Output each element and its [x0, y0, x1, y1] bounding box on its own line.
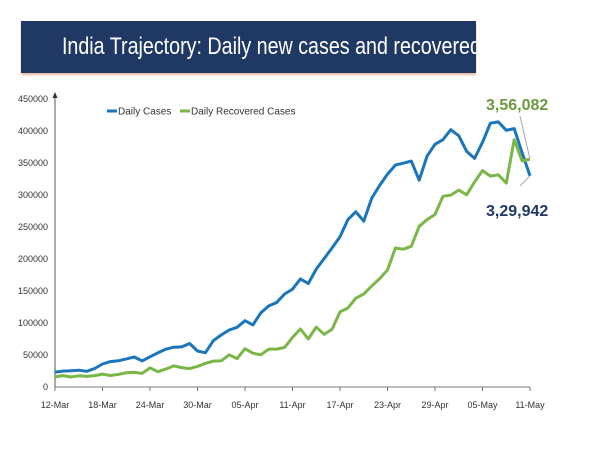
y-tick-label: 200000: [18, 254, 48, 264]
y-tick-label: 100000: [18, 318, 48, 328]
x-tick-label: 11-May: [515, 400, 545, 410]
y-tick-label: 150000: [18, 286, 48, 296]
x-tick-label: 11-Apr: [279, 400, 305, 410]
annotation-label: 3,29,942: [486, 203, 548, 220]
y-tick-label: 300000: [18, 190, 48, 200]
x-tick-label: 29-Apr: [421, 400, 448, 410]
x-tick-label: 30-Mar: [183, 400, 212, 410]
x-tick-label: 17-Apr: [326, 400, 353, 410]
series-line-daily-cases: [54, 120, 532, 374]
y-tick-label: 50000: [23, 350, 48, 360]
axes: 0 50000 100000 150000 200000 250000 300000 3500…: [18, 92, 545, 410]
annotations: 3,56,082 3,29,942: [486, 97, 548, 220]
x-tick-label: 23-Apr: [374, 400, 401, 410]
legend-label: Daily Recovered Cases: [191, 107, 296, 118]
title-banner: India Trajectory: Daily new cases and re…: [21, 21, 538, 73]
legend: Daily Cases Daily Recovered Cases: [107, 107, 296, 118]
annotation-leader: [519, 115, 531, 160]
x-tick-label: 12-Mar: [41, 400, 70, 410]
x-tick-label: 24-Mar: [136, 400, 165, 410]
x-tick-label: 05-Apr: [231, 400, 258, 410]
y-tick-label: 350000: [18, 158, 48, 168]
annotation-leader: [519, 175, 531, 187]
legend-label: Daily Cases: [118, 107, 171, 118]
series-lines: [54, 120, 532, 379]
x-tick-label: 18-Mar: [88, 400, 117, 410]
y-tick-label: 0: [43, 382, 48, 392]
x-tick-label: 05-May: [467, 400, 498, 410]
y-tick-label: 400000: [18, 126, 48, 136]
y-tick-label: 450000: [18, 94, 48, 104]
series-line-daily-recovered: [54, 138, 531, 379]
y-tick-label: 250000: [18, 222, 48, 232]
annotation-label: 3,56,082: [486, 97, 548, 114]
y-axis-arrow: [52, 92, 58, 98]
